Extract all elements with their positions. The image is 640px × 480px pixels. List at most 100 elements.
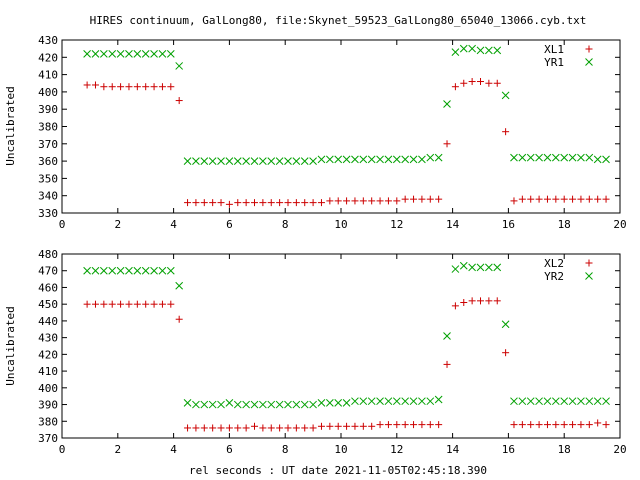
data-point-xl1 <box>276 199 284 207</box>
data-point-yr2 <box>560 397 569 406</box>
data-point-xl1 <box>217 199 225 207</box>
points-top <box>83 44 610 208</box>
data-point-xl2 <box>602 421 610 429</box>
y-axis-label-bottom: Uncalibrated <box>4 306 17 385</box>
data-point-yr2 <box>543 397 552 406</box>
chart-title: HIRES continuum, GalLong80, file:Skynet_… <box>90 14 587 27</box>
data-point-yr1 <box>451 48 460 56</box>
data-point-yr2 <box>284 400 292 409</box>
data-point-yr2 <box>409 397 418 406</box>
data-point-yr1 <box>192 157 200 165</box>
data-point-xl2 <box>510 421 518 429</box>
data-point-yr1 <box>267 157 276 165</box>
x-tick-label: 12 <box>390 443 403 456</box>
x-tick-label: 20 <box>613 218 626 231</box>
data-point-xl2 <box>560 421 568 429</box>
data-point-xl1 <box>594 195 602 203</box>
data-point-yr1 <box>468 44 476 53</box>
legend-marker-xl2 <box>585 259 593 267</box>
y-tick-label: 330 <box>38 207 58 220</box>
data-point-xl1 <box>209 199 217 207</box>
legend-label-xl2: XL2 <box>544 257 564 270</box>
data-point-yr2 <box>451 265 460 273</box>
data-point-yr2 <box>275 400 284 409</box>
data-point-xl1 <box>309 199 317 207</box>
data-point-yr2 <box>300 400 309 409</box>
data-point-xl1 <box>569 195 577 203</box>
data-point-yr1 <box>275 157 284 165</box>
data-point-xl2 <box>552 421 560 429</box>
legend-symbol-yr1 <box>585 58 593 66</box>
data-point-xl1 <box>468 78 476 86</box>
data-point-xl1 <box>334 197 342 205</box>
y-tick-label: 350 <box>38 172 58 185</box>
data-point-xl2 <box>326 422 334 430</box>
data-point-xl1 <box>493 79 501 87</box>
x-tick-label: 0 <box>59 443 66 456</box>
y-tick-label: 360 <box>38 155 58 168</box>
data-point-xl2 <box>543 421 551 429</box>
y-ticks-top: 330 340 350 360 370 380 390 400 410 420 430 <box>38 34 620 220</box>
y-tick-label: 370 <box>38 432 58 445</box>
x-tick-label: 12 <box>390 218 403 231</box>
data-point-xl2 <box>175 315 183 323</box>
y-tick-label: 410 <box>38 69 58 82</box>
data-point-yr1 <box>434 153 443 162</box>
data-point-xl1 <box>133 83 141 91</box>
data-point-xl1 <box>560 195 568 203</box>
y-tick-label: 390 <box>38 399 58 412</box>
data-point-yr2 <box>585 397 594 406</box>
data-point-yr2 <box>426 397 435 406</box>
legend-top: XL1 YR1 <box>544 43 593 69</box>
data-point-xl1 <box>435 195 443 203</box>
data-point-xl2 <box>242 424 250 432</box>
data-point-xl1 <box>167 83 175 91</box>
data-point-yr1 <box>150 49 158 58</box>
data-point-yr2 <box>518 397 527 406</box>
data-point-yr1 <box>501 91 510 100</box>
data-point-xl1 <box>225 200 233 208</box>
legend-label-yr1: YR1 <box>544 56 564 69</box>
data-point-xl2 <box>426 421 434 429</box>
data-point-yr2 <box>485 263 493 272</box>
data-point-yr2 <box>225 399 234 407</box>
x-tick-label: 2 <box>114 443 121 456</box>
data-point-yr1 <box>334 155 343 164</box>
data-point-xl1 <box>242 199 250 207</box>
data-point-yr2 <box>125 266 133 275</box>
data-point-yr2 <box>192 400 200 409</box>
x-tick-label: 18 <box>558 443 571 456</box>
data-point-yr1 <box>351 155 359 164</box>
data-point-xl2 <box>108 300 116 308</box>
data-point-yr2 <box>568 397 577 406</box>
y-tick-label: 370 <box>38 138 58 151</box>
data-point-xl2 <box>418 421 426 429</box>
y-tick-label: 430 <box>38 332 58 345</box>
data-point-yr2 <box>208 400 217 409</box>
data-point-yr2 <box>233 400 242 409</box>
data-point-xl2 <box>493 297 501 305</box>
data-point-xl1 <box>83 81 91 89</box>
data-point-xl2 <box>477 297 484 305</box>
data-point-yr1 <box>217 157 225 165</box>
data-point-yr2 <box>510 397 518 406</box>
data-point-yr2 <box>468 263 476 272</box>
data-point-xl2 <box>594 419 602 427</box>
data-point-xl2 <box>376 421 384 429</box>
data-point-yr2 <box>242 400 250 409</box>
x-tick-label: 16 <box>502 218 515 231</box>
data-point-yr1 <box>317 155 326 164</box>
data-point-yr1 <box>259 157 267 165</box>
data-point-yr1 <box>551 153 560 162</box>
data-point-xl1 <box>351 197 359 205</box>
data-point-yr1 <box>233 157 242 165</box>
data-point-yr1 <box>384 155 393 164</box>
data-point-xl1 <box>368 197 376 205</box>
data-point-xl1 <box>518 195 526 203</box>
data-point-yr1 <box>510 153 518 162</box>
data-point-xl1 <box>251 199 259 207</box>
data-point-xl1 <box>234 199 242 207</box>
data-point-xl2 <box>535 421 543 429</box>
data-point-xl1 <box>301 199 309 207</box>
